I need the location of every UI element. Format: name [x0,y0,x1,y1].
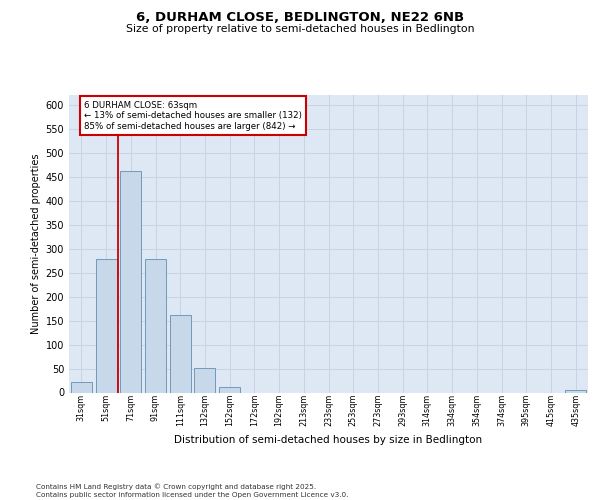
Bar [95,259,116,392]
Text: Contains HM Land Registry data © Crown copyright and database right 2025.
Contai: Contains HM Land Registry data © Crown c… [36,484,349,498]
Text: Size of property relative to semi-detached houses in Bedlington: Size of property relative to semi-detach… [126,24,474,34]
Bar [170,315,191,392]
Bar [120,172,141,392]
Bar [71,382,92,392]
X-axis label: Distribution of semi-detached houses by size in Bedlington: Distribution of semi-detached houses by … [175,434,482,444]
Text: 6 DURHAM CLOSE: 63sqm
← 13% of semi-detached houses are smaller (132)
85% of sem: 6 DURHAM CLOSE: 63sqm ← 13% of semi-deta… [84,101,302,130]
Y-axis label: Number of semi-detached properties: Number of semi-detached properties [31,154,41,334]
Bar [194,368,215,392]
Bar [219,387,240,392]
Bar [145,259,166,392]
Bar [565,390,586,392]
Text: 6, DURHAM CLOSE, BEDLINGTON, NE22 6NB: 6, DURHAM CLOSE, BEDLINGTON, NE22 6NB [136,11,464,24]
